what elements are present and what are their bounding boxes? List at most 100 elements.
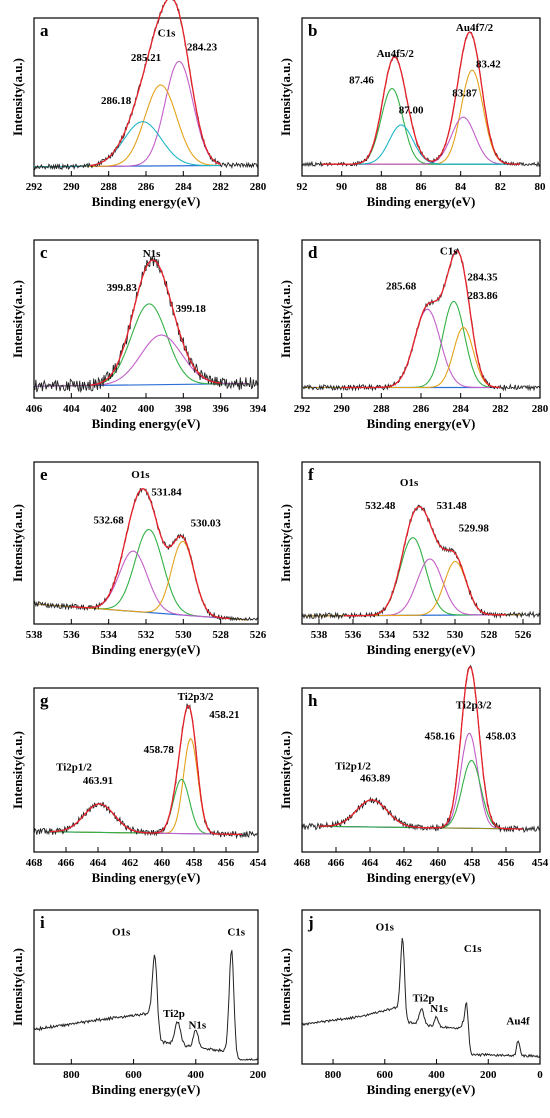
- x-tick-label: 200: [250, 1069, 267, 1081]
- x-tick-label: 468: [294, 857, 311, 869]
- chart-panel-f: 538 536 534 532 530 528 526 Binding energy(eV) I…: [278, 461, 541, 657]
- x-tick-label: 532: [413, 629, 430, 641]
- y-axis-title: Intensity(a.u.): [10, 504, 25, 582]
- component-peak-3: [319, 799, 523, 830]
- fitted-envelope-line: [319, 666, 523, 830]
- component-peak-1: [319, 732, 523, 830]
- x-axis-title: Binding energy(eV): [92, 416, 201, 431]
- peak-label: 285.68: [386, 281, 417, 293]
- raw-spectrum-line: [301, 31, 541, 168]
- peak-label: 458.21: [209, 709, 239, 721]
- peak-label: 458.78: [144, 744, 175, 756]
- peak-label: Au4f7/2: [456, 22, 494, 34]
- y-axis-title: Intensity(a.u.): [278, 280, 293, 358]
- peak-label: 286.18: [101, 95, 132, 107]
- x-tick-label: 460: [154, 857, 171, 869]
- panel-letter: c: [40, 243, 48, 262]
- peak-label: N1s: [188, 1019, 206, 1031]
- panel-letter: e: [40, 465, 48, 484]
- x-tick-label: 396: [212, 403, 229, 415]
- fitted-envelope-line: [50, 704, 242, 836]
- x-tick-label: 454: [532, 857, 549, 869]
- peak-label: N1s: [143, 248, 161, 260]
- peak-label: C1s: [464, 943, 482, 955]
- raw-spectrum-line: [33, 488, 259, 622]
- x-axis-title: Binding energy(eV): [367, 870, 476, 885]
- peak-label: O1s: [112, 927, 131, 939]
- x-axis-title: Binding energy(eV): [367, 416, 476, 431]
- x-tick-label: 458: [186, 857, 203, 869]
- x-tick-label: 280: [250, 181, 267, 193]
- peak-label: Ti2p3/2: [178, 691, 214, 703]
- raw-spectrum-line: [33, 0, 259, 171]
- x-tick-label: 462: [396, 857, 413, 869]
- x-tick-label: 84: [455, 181, 467, 193]
- peak-label: O1s: [131, 469, 150, 481]
- x-tick-label: 200: [480, 1069, 497, 1081]
- component-peak-2: [50, 778, 242, 835]
- x-tick-label: 800: [63, 1069, 80, 1081]
- x-tick-label: 92: [297, 181, 309, 193]
- x-tick-label: 80: [535, 181, 547, 193]
- x-tick-label: 290: [333, 403, 350, 415]
- x-tick-label: 292: [26, 181, 43, 193]
- peak-label: 463.91: [83, 775, 113, 787]
- peak-label: Au4f: [506, 1015, 530, 1027]
- peak-label: 529.98: [459, 523, 490, 535]
- x-tick-label: 404: [63, 403, 80, 415]
- x-tick-label: 288: [100, 181, 117, 193]
- x-axis-title: Binding energy(eV): [367, 1082, 476, 1097]
- fitted-envelope-line: [341, 250, 501, 389]
- peak-label: 284.23: [187, 42, 218, 54]
- peak-label: C1s: [227, 927, 245, 939]
- peak-label: Ti2p: [413, 993, 435, 1005]
- component-peak-3: [302, 560, 523, 617]
- peak-label: 530.03: [191, 517, 222, 529]
- peak-label: 399.18: [176, 303, 207, 315]
- x-tick-label: 400: [188, 1069, 205, 1081]
- chart-panel-g: 468 466 464 462 460 458 456 454 Binding energy(e…: [10, 687, 267, 885]
- x-axis-title: Binding energy(eV): [367, 642, 476, 657]
- panel-letter: i: [40, 913, 45, 932]
- x-tick-label: 526: [250, 629, 267, 641]
- component-peak-2: [302, 558, 523, 617]
- x-axis-title: Binding energy(eV): [92, 1082, 201, 1097]
- x-tick-label: 286: [138, 181, 155, 193]
- fitted-envelope-line: [321, 31, 521, 165]
- panel-letter: g: [40, 691, 49, 710]
- x-tick-label: 284: [452, 403, 469, 415]
- fitted-envelope-line: [71, 488, 231, 620]
- peak-label: Ti2p: [163, 1008, 185, 1020]
- peak-label: 87.46: [349, 74, 374, 86]
- x-tick-label: 284: [175, 181, 192, 193]
- peak-label: 531.48: [436, 500, 467, 512]
- x-tick-label: 0: [537, 1069, 543, 1081]
- peak-label: Ti2p1/2: [56, 762, 92, 774]
- chart-panel-j: 800 600 400 200 0 Binding energy(eV) Intensity…: [278, 909, 543, 1097]
- chart-panel-a: 292 290 288 286 284 282 280 Binding energy(eV) I…: [10, 0, 267, 209]
- peak-label: 87.00: [399, 104, 424, 116]
- plot-frame: [33, 461, 259, 625]
- x-tick-label: 538: [26, 629, 43, 641]
- peak-label: C1s: [158, 27, 176, 39]
- fitted-envelope-line: [344, 506, 506, 617]
- chart-panel-h: 468 466 464 462 460 458 456 454 Binding energy(e…: [278, 664, 549, 885]
- x-tick-label: 282: [492, 403, 509, 415]
- x-tick-label: 286: [413, 403, 430, 415]
- peak-label: Au4f5/2: [377, 48, 415, 60]
- x-axis-title: Binding energy(eV): [92, 194, 201, 209]
- peak-label: 532.48: [365, 500, 396, 512]
- x-tick-label: 532: [138, 629, 155, 641]
- fitted-envelope-line: [89, 0, 221, 167]
- peak-label: O1s: [376, 922, 395, 934]
- peak-label: 283.86: [467, 290, 498, 302]
- x-tick-label: 600: [125, 1069, 142, 1081]
- x-tick-label: 454: [250, 857, 267, 869]
- raw-spectrum-line: [33, 703, 259, 840]
- x-tick-label: 534: [100, 629, 117, 641]
- plot-frame: [301, 461, 541, 625]
- chart-panel-e: 538 536 534 532 530 528 526 Binding energy(eV) I…: [10, 461, 267, 657]
- x-tick-label: 394: [250, 403, 267, 415]
